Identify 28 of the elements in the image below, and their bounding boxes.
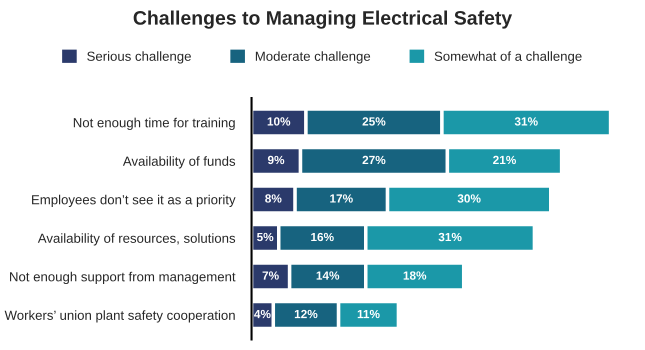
legend-label: Moderate challenge <box>256 51 370 64</box>
data-label: 4% <box>254 310 271 318</box>
data-label: 30% <box>458 194 481 203</box>
y-tick-label: Not enough time for training <box>74 118 235 130</box>
y-tick-label: Availability of funds <box>122 156 236 168</box>
y-tick-label: Availability of resources, solutions <box>38 233 236 246</box>
data-label: 16% <box>311 232 334 242</box>
data-label: 31% <box>438 232 462 242</box>
data-label: 5% <box>256 232 274 242</box>
data-label: 31% <box>514 117 538 126</box>
y-tick-label: Workers’ union plant safety cooperation <box>4 310 235 323</box>
data-label: 7% <box>262 271 279 280</box>
data-label: 10% <box>268 117 290 126</box>
data-label: 9% <box>268 156 284 164</box>
y-tick-label: Employees don’t see it as a priority <box>32 194 236 208</box>
y-tick-label: Not enough support from management <box>10 272 236 284</box>
data-label: 12% <box>294 310 318 318</box>
data-label: 17% <box>330 194 353 203</box>
data-label: 27% <box>362 156 386 164</box>
data-label: 11% <box>358 310 380 318</box>
data-label: 21% <box>493 156 516 164</box>
data-label: 8% <box>265 194 282 203</box>
chart-title: Challenges to Managing Electrical Safety <box>134 10 512 29</box>
legend-label: Somewhat of a challenge <box>434 51 582 64</box>
data-label: 25% <box>362 117 386 126</box>
legend-label: Serious challenge <box>87 51 191 64</box>
data-label: 14% <box>316 271 340 280</box>
data-label: 18% <box>404 271 426 280</box>
